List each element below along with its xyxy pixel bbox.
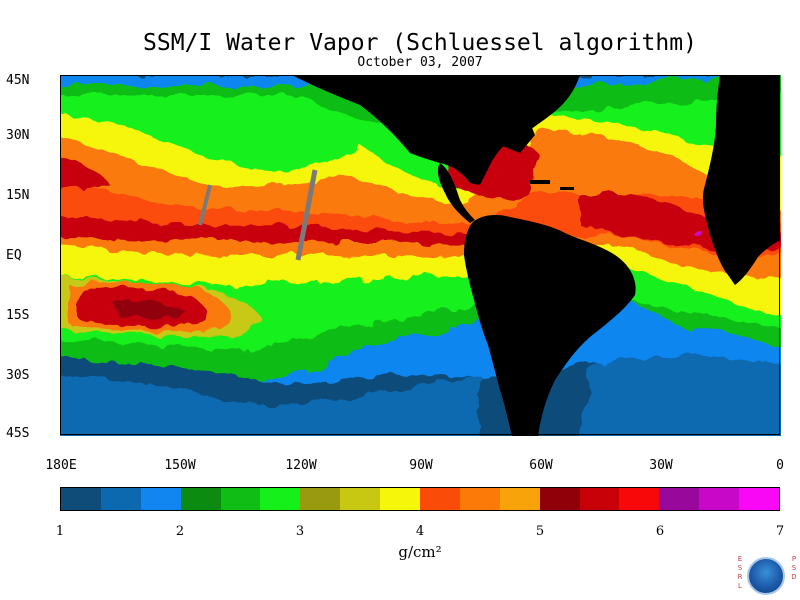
lat-label-30s: 30S	[6, 368, 30, 383]
colorbar-swatch-5	[220, 488, 261, 510]
lat-label-15s: 15S	[6, 308, 30, 323]
colorbar-swatch-8	[340, 488, 381, 510]
colorbar-tick-6: 6	[655, 524, 665, 539]
colorbar-swatch-3	[140, 488, 181, 510]
colorbar-swatch-13	[539, 488, 580, 510]
colorbar-swatch-18	[739, 488, 780, 510]
water-vapor-map	[60, 75, 781, 436]
colorbar-swatch-14	[579, 488, 620, 510]
colorbar-swatch-17	[699, 488, 740, 510]
color-scale-bar	[60, 487, 780, 511]
colorbar-swatch-2	[100, 488, 141, 510]
land-masses	[292, 75, 780, 436]
colorbar-swatch-15	[619, 488, 660, 510]
colorbar-units: g/cm²	[398, 543, 442, 561]
colorbar-tick-2: 2	[175, 524, 185, 539]
lon-label-150w: 150W	[164, 458, 196, 473]
lat-label-45s: 45S	[6, 426, 30, 441]
lon-label-180e: 180E	[45, 458, 77, 473]
colorbar-swatch-9	[380, 488, 421, 510]
lat-label-15n: 15N	[6, 188, 30, 203]
lon-label-0: 0	[776, 458, 784, 473]
colorbar-swatch-12	[499, 488, 540, 510]
map-title: SSM/I Water Vapor (Schluessel algorithm)	[143, 30, 697, 56]
colorbar-swatch-11	[459, 488, 500, 510]
noaa-seal-icon	[747, 557, 785, 595]
colorbar-swatch-6	[260, 488, 301, 510]
colorbar-swatch-16	[659, 488, 700, 510]
colorbar-swatch-1	[61, 488, 101, 510]
map-date: October 03, 2007	[357, 55, 483, 70]
colorbar-tick-1: 1	[55, 524, 65, 539]
colorbar-tick-3: 3	[295, 524, 305, 539]
lon-label-30w: 30W	[649, 458, 673, 473]
colorbar-swatch-7	[300, 488, 341, 510]
lon-label-60w: 60W	[529, 458, 553, 473]
lat-label-eq: EQ	[6, 248, 22, 263]
lat-label-30n: 30N	[6, 128, 30, 143]
colorbar-swatch-10	[420, 488, 460, 510]
colorbar-tick-7: 7	[775, 524, 785, 539]
lon-label-120w: 120W	[285, 458, 317, 473]
map-canvas	[60, 75, 781, 436]
lat-label-45n: 45N	[6, 73, 30, 88]
colorbar-tick-4: 4	[415, 524, 425, 539]
lon-label-90w: 90W	[409, 458, 433, 473]
colorbar-swatch-4	[180, 488, 221, 510]
colorbar-tick-5: 5	[535, 524, 545, 539]
